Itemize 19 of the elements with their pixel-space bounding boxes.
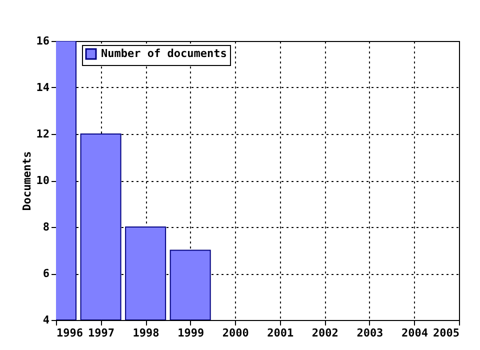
y-tick-label: 12 (36, 128, 50, 140)
y-tick-label: 10 (36, 174, 50, 187)
x-tick-label: 2001 (267, 326, 294, 340)
y-tick-label: 8 (42, 220, 50, 234)
x-tick-label: 2003 (356, 326, 384, 340)
x-tick-label: 2000 (222, 326, 249, 340)
y-tick-label: 14 (36, 81, 50, 94)
y-tick-label: 16 (36, 34, 50, 48)
x-tick-label: 1997 (88, 326, 115, 340)
x-tick-label: 2002 (312, 326, 338, 340)
x-tick-label: 1998 (132, 326, 160, 340)
x-tick-label: 2005 (433, 326, 460, 340)
x-tick-label: 1996 (56, 326, 84, 340)
x-tick-label: 1999 (178, 326, 204, 340)
x-tick-label: 2004 (401, 326, 428, 340)
y-tick-label: 4 (42, 314, 50, 326)
legend-label: Number of documents (101, 47, 227, 60)
y-tick-label: 6 (42, 267, 50, 280)
y-axis-title: Documents (20, 151, 34, 211)
